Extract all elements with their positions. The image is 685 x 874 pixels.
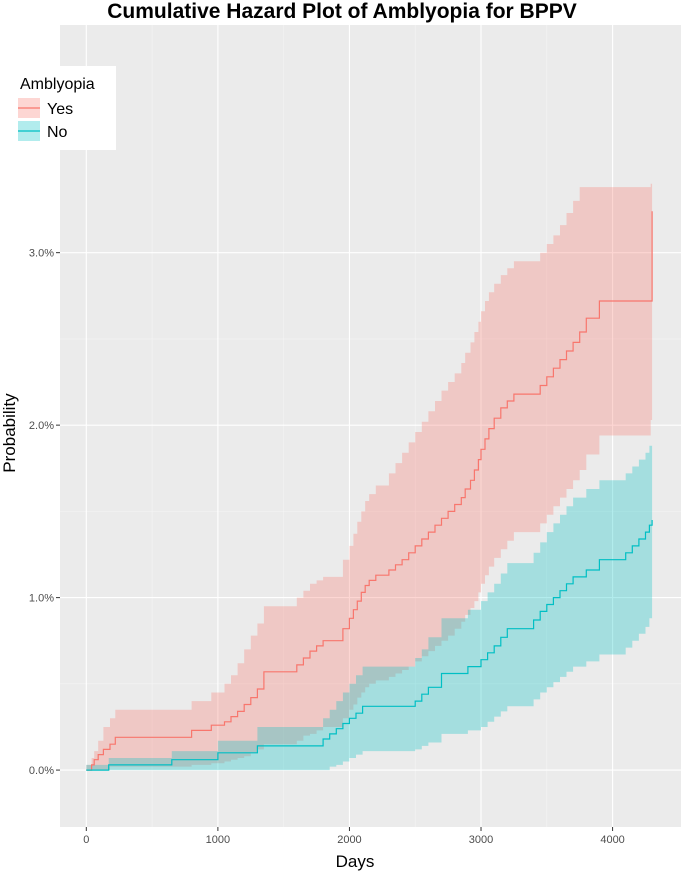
y-tick-label: 3.0%	[29, 248, 54, 260]
chart-title: Cumulative Hazard Plot of Amblyopia for …	[107, 0, 576, 23]
x-tick-label: 4000	[600, 834, 624, 846]
x-tick-label: 2000	[337, 834, 361, 846]
hazard-lines	[86, 211, 653, 771]
plot-panel	[60, 25, 681, 827]
legend: Amblyopia Yes No	[10, 66, 116, 150]
line-yes	[86, 211, 653, 771]
x-tick-label: 1000	[206, 834, 230, 846]
x-axis-title: Days	[336, 852, 375, 871]
y-axis: 0.0% 1.0% 2.0% 3.0%	[29, 248, 60, 777]
line-no	[86, 520, 653, 771]
legend-label-no: No	[47, 124, 68, 141]
y-axis-title: Probability	[0, 393, 19, 473]
major-gridlines	[60, 25, 681, 827]
x-axis: 0 1000 2000 3000 4000	[83, 827, 625, 846]
x-tick-label: 0	[83, 834, 89, 846]
y-tick-label: 0.0%	[29, 765, 54, 777]
y-tick-label: 2.0%	[29, 420, 54, 432]
confidence-ribbons	[86, 183, 653, 771]
ribbon-no	[86, 440, 653, 771]
minor-gridlines	[60, 25, 681, 827]
legend-label-yes: Yes	[47, 101, 73, 118]
x-tick-label: 3000	[469, 834, 493, 846]
y-tick-label: 1.0%	[29, 593, 54, 605]
ribbon-yes	[86, 183, 653, 771]
legend-title: Amblyopia	[20, 76, 95, 93]
